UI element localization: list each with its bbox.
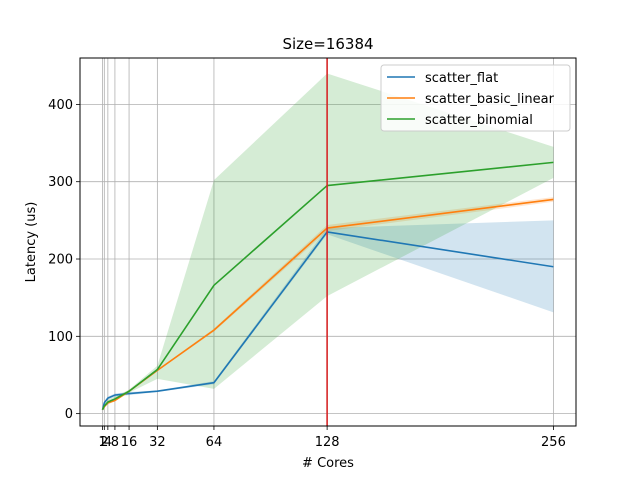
x-tick-label: 16 xyxy=(121,435,138,450)
legend: scatter_flat scatter_basic_linear scatter_… xyxy=(380,64,571,132)
legend-label: scatter_basic_linear xyxy=(425,92,555,107)
x-tick-label: 256 xyxy=(541,435,566,450)
chart-title: Size=16384 xyxy=(282,35,373,53)
line-scatter-binomial xyxy=(101,161,554,411)
x-tick-label: 128 xyxy=(315,435,340,450)
x-tick-label: 4 xyxy=(104,435,112,450)
y-tick-label: 200 xyxy=(48,253,73,268)
x-tick-label: 1 xyxy=(98,435,106,450)
y-axis-label: Latency (us) xyxy=(24,202,39,283)
y-tick-label: 0 xyxy=(65,407,73,422)
x-tick-label: 32 xyxy=(149,435,166,450)
legend-label: scatter_binomial xyxy=(425,113,533,128)
y-tick-label: 300 xyxy=(48,175,73,190)
x-tick-label: 2 xyxy=(100,435,108,450)
band-scatter-flat xyxy=(102,220,554,411)
y-tick-label: 100 xyxy=(48,330,73,345)
y-axis-ticks: 0 100 200 300 400 xyxy=(48,98,80,422)
x-tick-label: 64 xyxy=(206,435,223,450)
y-tick-label: 400 xyxy=(48,98,73,113)
legend-box xyxy=(380,64,571,132)
x-axis-label: # Cores xyxy=(302,456,354,471)
plot-frame xyxy=(79,57,577,427)
legend-label: scatter_flat xyxy=(425,71,498,86)
confidence-bands xyxy=(102,73,554,411)
x-tick-label: 8 xyxy=(111,435,119,450)
band-scatter-binomial xyxy=(102,73,554,411)
series-lines xyxy=(101,161,554,411)
line-scatter-flat xyxy=(101,231,554,410)
